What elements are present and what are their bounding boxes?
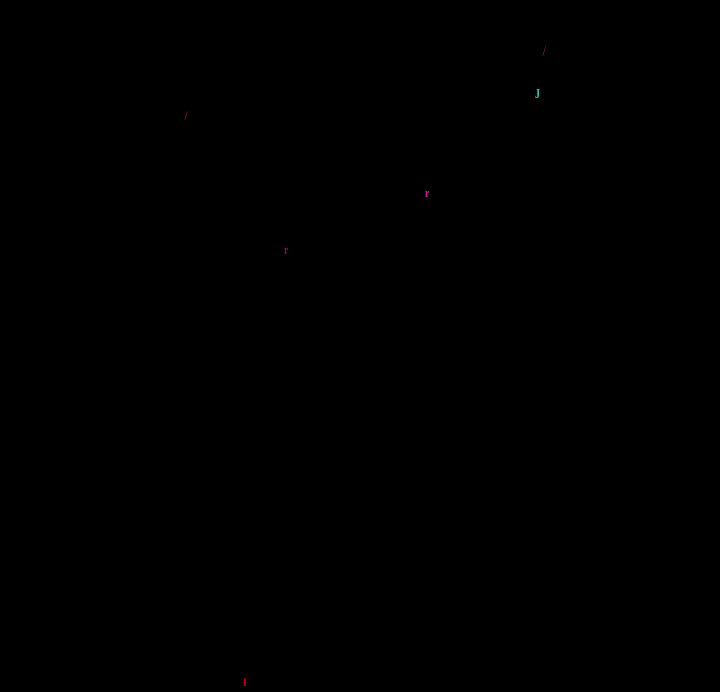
glyph-artifact-magenta-r-center-right: r <box>425 185 430 200</box>
glyph-artifact-magenta-slash-upper-left: / <box>185 108 187 123</box>
glyph-artifact-red-bar-bottom: I <box>243 675 247 689</box>
glyph-artifact-cyan-hook-upper-right: J <box>535 87 540 102</box>
glyph-artifact-magenta-slash-upper-right: / <box>543 44 546 60</box>
glyph-artifact-magenta-r-center-left: r <box>284 242 289 257</box>
